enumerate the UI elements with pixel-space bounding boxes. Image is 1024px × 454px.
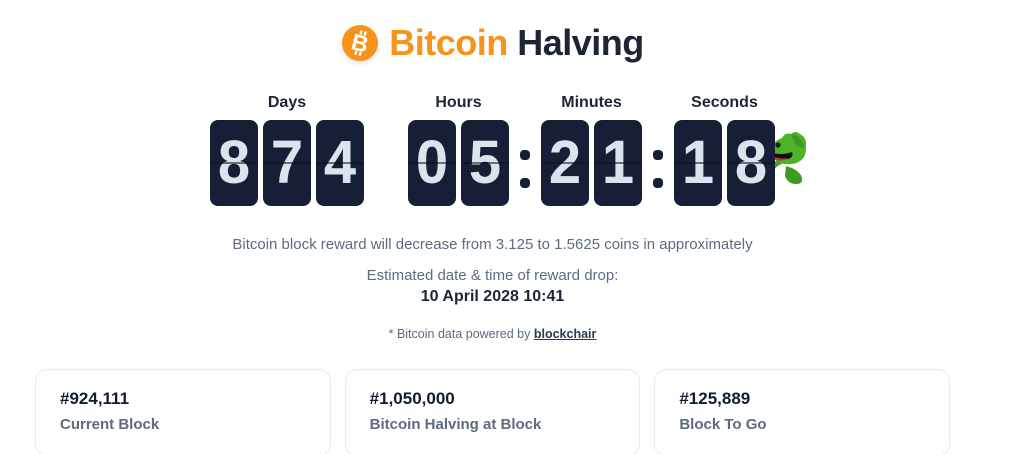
title-rest: Halving — [517, 22, 644, 63]
estimate-label: Estimated date & time of reward drop: — [366, 267, 619, 284]
stats-row: #924,111 Current Block #1,050,000 Bitcoi… — [35, 369, 951, 454]
bitcoin-icon: B — [342, 25, 379, 61]
stat-value: #924,111 — [60, 389, 130, 408]
stat-label: Block To Go — [679, 416, 767, 433]
countdown-group-hours: Hours 0 5 — [408, 94, 509, 206]
countdown-digits-days: 8 7 4 — [210, 120, 364, 206]
flip-digit: 8 — [727, 120, 775, 206]
title-brand: Bitcoin — [389, 22, 508, 63]
stat-card-blocks-to-go: #125,889 Block To Go — [654, 369, 951, 454]
flip-digit: 5 — [461, 120, 509, 206]
stat-label: Bitcoin Halving at Block — [369, 416, 542, 433]
countdown-digits-seconds: 1 8 — [674, 120, 806, 206]
flip-digit: 4 — [316, 120, 364, 206]
estimate-block: Estimated date & time of reward drop: 10… — [35, 267, 950, 306]
countdown-group-days: Days 8 7 4 — [210, 94, 364, 206]
countdown-group-minutes: Minutes 2 1 — [541, 94, 642, 206]
estimate-date: 10 April 2028 10:41 — [420, 288, 565, 305]
attribution-text: * Bitcoin data powered by — [388, 327, 534, 341]
countdown-digits-hours: 0 5 — [408, 120, 509, 206]
svg-text:B: B — [349, 28, 371, 57]
countdown-digits-minutes: 2 1 — [541, 120, 642, 206]
flip-digit: 1 — [674, 120, 722, 206]
countdown: Days 8 7 4 Hours 0 5 Minutes 2 1 — [35, 94, 950, 212]
stat-card-halving-block: #1,050,000 Bitcoin Halving at Block — [344, 369, 641, 454]
page: B Bitcoin Halving Days 8 7 4 Hours 0 5 — [35, 22, 951, 454]
flip-digit: 7 — [263, 120, 311, 206]
colon-separator — [517, 126, 533, 212]
page-title: Bitcoin Halving — [389, 22, 644, 64]
blockchair-link[interactable]: blockchair — [533, 327, 597, 341]
page-header: B Bitcoin Halving — [35, 22, 950, 64]
stat-value: #125,889 — [679, 389, 751, 408]
countdown-label-seconds: Seconds — [691, 94, 758, 111]
reward-description: Bitcoin block reward will decrease from … — [232, 236, 753, 253]
countdown-label-hours: Hours — [435, 94, 482, 111]
flip-digit: 0 — [408, 120, 456, 206]
flip-digit: 1 — [594, 120, 642, 206]
colon-separator — [650, 126, 666, 212]
flip-digit: 2 — [541, 120, 589, 206]
countdown-group-seconds: Seconds 1 8 — [674, 94, 806, 206]
stat-value: #1,050,000 — [369, 389, 455, 408]
flip-digit: 8 — [210, 120, 258, 206]
countdown-label-minutes: Minutes — [561, 94, 622, 111]
stat-card-current-block: #924,111 Current Block — [35, 369, 331, 454]
stat-label: Current Block — [60, 416, 160, 433]
attribution: * Bitcoin data powered by blockchair — [35, 327, 950, 341]
countdown-label-days: Days — [267, 94, 307, 111]
